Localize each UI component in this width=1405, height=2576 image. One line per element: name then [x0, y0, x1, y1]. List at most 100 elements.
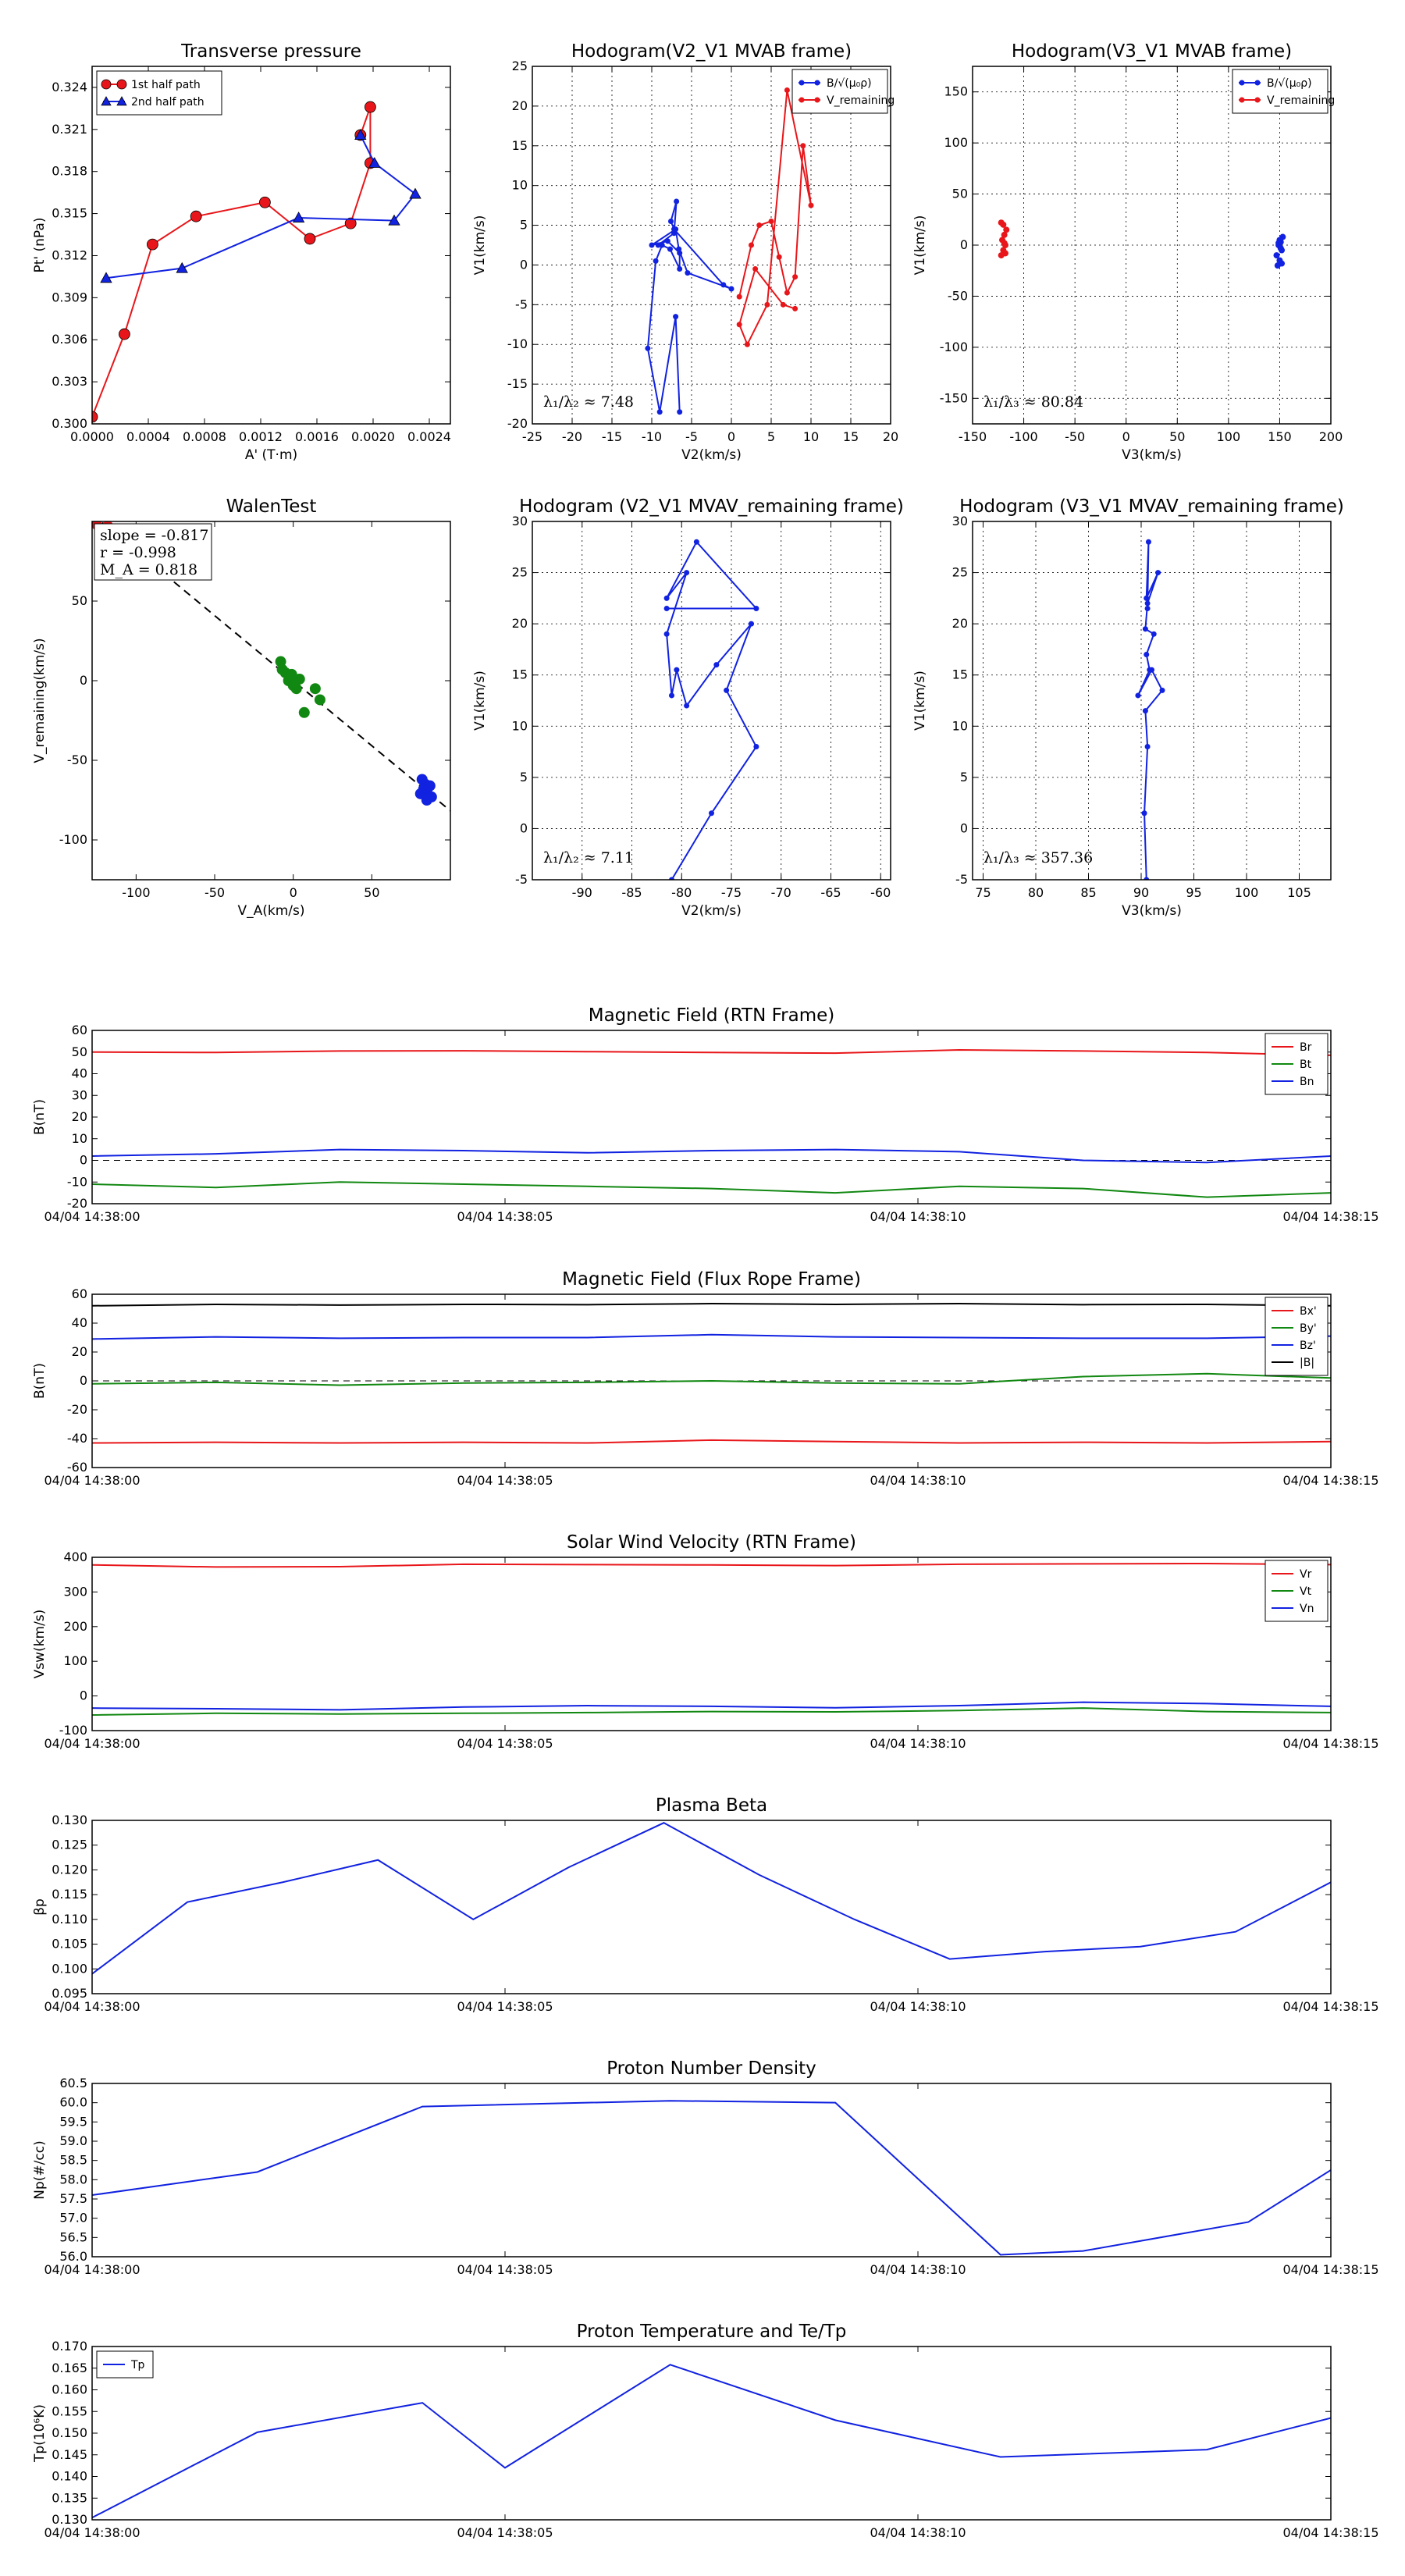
y-tick-label: -20 [67, 1402, 87, 1417]
y-tick-label: 100 [63, 1653, 87, 1668]
x-tick-label: 75 [975, 885, 991, 900]
magnetic-field-rtn-chart: Magnetic Field (RTN Frame) 04/04 14:38:00… [32, 1005, 1379, 1224]
series-vn-line [92, 1701, 1331, 1711]
x-tick-label: 0.0024 [407, 429, 451, 444]
series-v-remaining-point [792, 274, 799, 280]
x-axis-label: V3(km/s) [1122, 447, 1182, 463]
legend-marker [1239, 80, 1245, 86]
y-axis-label: Np(#/cc) [32, 2140, 48, 2199]
x-tick-label: 04/04 14:38:05 [457, 2262, 553, 2277]
y-tick-label: 300 [63, 1584, 87, 1599]
series-2nd-half-path-point [354, 129, 367, 141]
x-tick-label: -75 [721, 885, 742, 900]
series-v-point [663, 605, 670, 611]
legend-box [791, 69, 888, 114]
y-tick-label: 10 [512, 178, 528, 193]
y-axis-label: V1(km/s) [912, 671, 928, 731]
series-green-point [309, 683, 321, 695]
x-tick-label: 0.0004 [126, 429, 170, 444]
y-axis-label: V1(km/s) [912, 215, 928, 276]
x-tick-label: 0.0016 [295, 429, 339, 444]
x-tick-label: 04/04 14:38:10 [870, 1999, 966, 2014]
series-v-point [1141, 810, 1147, 817]
series-v-remaining-point [756, 222, 763, 229]
series-b-point [677, 266, 683, 272]
y-axis-label: Vsw(km/s) [32, 1610, 48, 1679]
series-v-remaining-line [738, 90, 812, 347]
y-tick-label: 0.115 [52, 1887, 87, 1902]
y-tick-label: 57.0 [59, 2211, 87, 2226]
x-axis-label: V2(km/s) [681, 903, 742, 919]
y-tick-label: 150 [944, 84, 968, 99]
plot-area [663, 539, 759, 880]
y-tick-label: 30 [512, 514, 528, 528]
y-axis-label: B(nT) [32, 1363, 48, 1399]
series-v-point [1135, 692, 1141, 699]
y-tick-label: 100 [944, 135, 968, 150]
y-tick-label: 15 [512, 667, 528, 682]
x-tick-label: 50 [1169, 429, 1185, 444]
y-tick-label: -15 [507, 376, 528, 391]
y-tick-label: 0.130 [52, 1813, 87, 1827]
series-1st-half-path-point [146, 238, 158, 251]
series-2nd-half-path-point [292, 212, 305, 222]
fit-stat-text: M_A = 0.818 [100, 561, 197, 578]
series-v-point [1142, 708, 1148, 714]
series-v-remaining-point [800, 143, 806, 149]
series-vt-line [92, 1707, 1331, 1717]
series-b-line [646, 201, 732, 412]
plot-frame [91, 1293, 1332, 1468]
series-b-point [1277, 244, 1284, 251]
legend-label: B/√(μ₀ρ) [827, 77, 872, 90]
series-v-point [669, 877, 674, 880]
series-b-point [1275, 240, 1282, 247]
plot-frame [972, 66, 1332, 425]
plot-frame [91, 2083, 1332, 2258]
series-v-point [663, 595, 670, 601]
hodogram-v3v1-mvab-chart: Hodogram(V3_V1 MVAB frame) -150 -100 -50 0 50… [912, 41, 1343, 463]
x-tick-label: 04/04 14:38:10 [870, 1736, 966, 1751]
y-tick-label: -50 [948, 288, 968, 303]
chart-title: Magnetic Field (RTN Frame) [589, 1005, 835, 1026]
y-tick-label: 0.110 [52, 1912, 87, 1927]
series-blue-point [414, 788, 426, 799]
x-tick-label: 80 [1028, 885, 1044, 900]
series-v-point [1144, 651, 1150, 657]
series-1st-half-path-point [304, 233, 316, 245]
x-tick-label: 50 [364, 885, 379, 900]
legend-label: V_remaining [1267, 94, 1335, 107]
chart-title: Hodogram(V2_V1 MVAB frame) [571, 41, 852, 62]
series-v-remaining-point [808, 202, 814, 208]
hodogram-v3v1-mvav-chart: Hodogram (V3_V1 MVAV_remaining frame) 75 8… [912, 496, 1344, 919]
y-tick-label: 20 [72, 1344, 87, 1359]
y-tick-label: 0 [520, 820, 528, 835]
eigenvalue-ratio-annotation: λ₁/λ₂ ≈ 7.48 [543, 393, 634, 411]
series-v-point [1151, 631, 1157, 637]
x-tick-label: 04/04 14:38:15 [1282, 1209, 1378, 1224]
transverse-pressure-chart: Transverse pressure 0.0000 0.0004 0.0008 0.0… [32, 41, 451, 463]
x-tick-label: 0 [1122, 429, 1130, 444]
legend-marker [799, 97, 805, 103]
y-tick-label: 0 [80, 673, 87, 688]
legend-label: 1st half path [131, 79, 201, 91]
x-tick-label: -85 [621, 885, 642, 900]
y-tick-label: -10 [507, 336, 528, 351]
series-v-point [1155, 570, 1161, 576]
y-tick-label: 60.5 [59, 2076, 87, 2090]
y-tick-label: 60 [72, 1286, 87, 1301]
y-axis-label: Tp(10⁶K) [32, 2404, 48, 2463]
series-green-point [298, 706, 310, 718]
legend-label: V_remaining [827, 94, 895, 107]
plot-area [998, 219, 1286, 269]
series-v-point [684, 570, 690, 576]
legend-label: |B| [1300, 1357, 1314, 1369]
x-tick-label: -60 [870, 885, 891, 900]
x-tick-label: 0.0008 [183, 429, 226, 444]
proton-temperature-chart: Proton Temperature and Te/Tp 04/04 14:38:… [32, 2322, 1379, 2540]
x-tick-label: -65 [820, 885, 841, 900]
y-tick-label: 60.0 [59, 2095, 87, 2110]
chart-title: Hodogram(V3_V1 MVAB frame) [1012, 41, 1292, 62]
series-1st-half-path-point [364, 101, 376, 113]
series-bz--line [92, 1333, 1331, 1340]
series-tp-line [92, 2364, 1331, 2519]
